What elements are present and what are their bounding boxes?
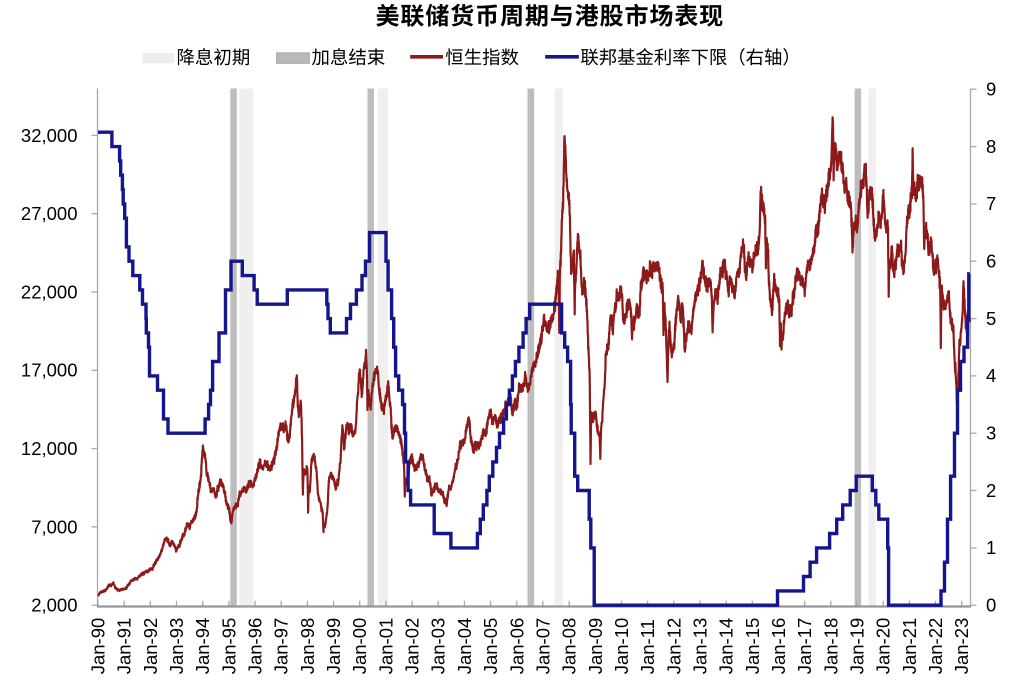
svg-text:Jan-99: Jan-99 <box>323 618 344 675</box>
svg-text:Jan-22: Jan-22 <box>925 618 946 675</box>
svg-text:4: 4 <box>986 365 996 386</box>
svg-text:17,000: 17,000 <box>21 360 78 381</box>
svg-text:Jan-10: Jan-10 <box>611 618 632 675</box>
svg-text:Jan-97: Jan-97 <box>271 618 292 675</box>
svg-text:5: 5 <box>986 308 996 329</box>
svg-text:7: 7 <box>986 193 996 214</box>
svg-text:Jan-95: Jan-95 <box>218 618 239 675</box>
svg-text:Jan-16: Jan-16 <box>768 618 789 675</box>
svg-text:Jan-90: Jan-90 <box>88 618 109 675</box>
svg-text:Jan-12: Jan-12 <box>663 618 684 675</box>
svg-text:Jan-18: Jan-18 <box>820 618 841 675</box>
svg-text:Jan-00: Jan-00 <box>349 618 370 675</box>
svg-text:22,000: 22,000 <box>21 281 78 302</box>
svg-text:12,000: 12,000 <box>21 438 78 459</box>
svg-text:2: 2 <box>986 480 996 501</box>
svg-text:Jan-13: Jan-13 <box>690 618 711 675</box>
svg-text:Jan-03: Jan-03 <box>428 618 449 675</box>
svg-text:Jan-04: Jan-04 <box>454 618 475 675</box>
svg-text:Jan-05: Jan-05 <box>480 618 501 675</box>
svg-text:9: 9 <box>986 79 996 100</box>
svg-text:6: 6 <box>986 251 996 272</box>
svg-text:Jan-20: Jan-20 <box>873 618 894 675</box>
svg-text:32,000: 32,000 <box>21 125 78 146</box>
svg-text:27,000: 27,000 <box>21 203 78 224</box>
svg-text:1: 1 <box>986 537 996 558</box>
svg-text:Jan-92: Jan-92 <box>140 618 161 675</box>
svg-text:Jan-14: Jan-14 <box>716 618 737 675</box>
svg-text:2,000: 2,000 <box>31 595 77 616</box>
svg-text:Jan-08: Jan-08 <box>559 618 580 675</box>
svg-text:8: 8 <box>986 136 996 157</box>
svg-text:Jan-07: Jan-07 <box>532 618 553 675</box>
svg-text:7,000: 7,000 <box>31 516 77 537</box>
svg-text:Jan-94: Jan-94 <box>192 618 213 675</box>
svg-text:Jan-98: Jan-98 <box>297 618 318 675</box>
svg-text:Jan-01: Jan-01 <box>375 618 396 675</box>
svg-text:Jan-06: Jan-06 <box>506 618 527 675</box>
svg-text:Jan-23: Jan-23 <box>951 618 972 675</box>
svg-text:0: 0 <box>986 595 996 616</box>
svg-text:Jan-21: Jan-21 <box>899 618 920 675</box>
svg-text:Jan-15: Jan-15 <box>742 618 763 675</box>
svg-text:Jan-93: Jan-93 <box>166 618 187 675</box>
svg-text:Jan-19: Jan-19 <box>847 618 868 675</box>
svg-text:Jan-09: Jan-09 <box>585 618 606 675</box>
svg-text:Jan-17: Jan-17 <box>794 618 815 675</box>
svg-text:Jan-91: Jan-91 <box>114 618 135 675</box>
svg-text:Jan-11: Jan-11 <box>637 619 658 674</box>
svg-text:Jan-96: Jan-96 <box>245 618 266 675</box>
svg-text:3: 3 <box>986 423 996 444</box>
svg-text:Jan-02: Jan-02 <box>402 618 423 675</box>
